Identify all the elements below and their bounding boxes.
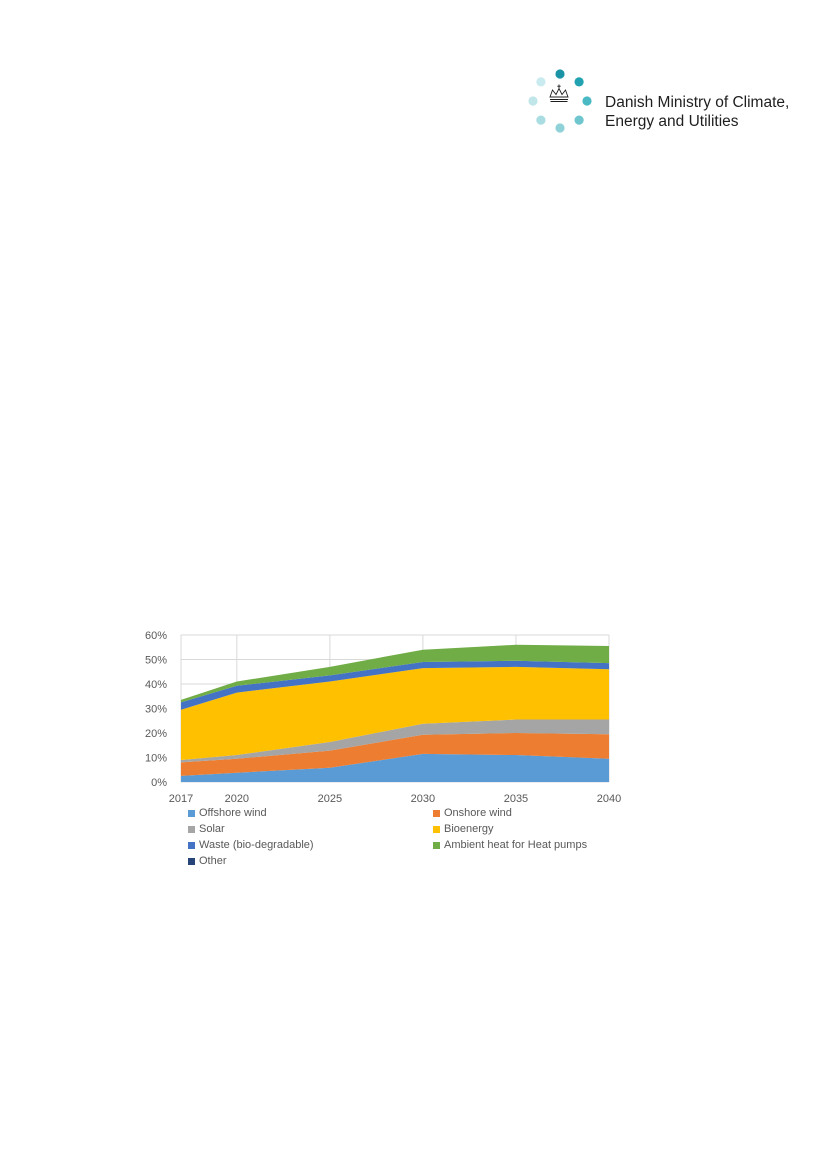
- area-offshore-wind: [181, 753, 609, 782]
- legend-label: Bioenergy: [444, 823, 494, 835]
- legend-swatch: [433, 825, 440, 833]
- area-solar: [181, 719, 609, 763]
- legend-label: Other: [199, 855, 227, 867]
- x-tick-label: 2030: [411, 793, 435, 805]
- ministry-name-line2: Energy and Utilities: [605, 113, 739, 130]
- x-tick-label: 2040: [597, 793, 621, 805]
- logo-dots: [528, 69, 592, 133]
- legend-swatch: [188, 809, 195, 817]
- legend-swatch: [188, 825, 195, 833]
- x-axis-ticks: 2017 2020 2025 2030 2035 2040: [169, 793, 621, 805]
- area-ambient-heat-for-heat-pumps: [181, 644, 609, 703]
- x-tick-label: 2017: [169, 793, 193, 805]
- logo-dot: [555, 69, 565, 79]
- logo-emblem: [528, 69, 592, 133]
- y-tick-label: 60%: [145, 630, 167, 642]
- x-tick-label: 2020: [225, 793, 249, 805]
- legend-item: Waste (bio-degradable): [188, 838, 314, 852]
- y-tick-label: 20%: [145, 728, 167, 740]
- area-waste-bio-degradable: [181, 660, 609, 710]
- area-series: [181, 644, 609, 782]
- area-bioenergy: [181, 666, 609, 760]
- legend-swatch: [433, 809, 440, 817]
- y-tick-label: 40%: [145, 679, 167, 691]
- legend-swatch: [433, 841, 440, 849]
- x-tick-label: 2035: [504, 793, 528, 805]
- y-tick-label: 10%: [145, 753, 167, 765]
- legend-label: Waste (bio-degradable): [199, 839, 314, 851]
- y-tick-label: 30%: [145, 704, 167, 716]
- legend-item: Offshore wind: [188, 806, 267, 820]
- legend-label: Ambient heat for Heat pumps: [444, 839, 588, 851]
- logo-dot: [555, 123, 565, 133]
- area-chart-plot: 0% 10% 20% 30% 40% 50% 60% 2017 2020 2025 2030 2035…: [145, 630, 621, 805]
- logo-dot: [528, 96, 538, 106]
- y-tick-label: 50%: [145, 655, 167, 667]
- logo-dot: [536, 77, 546, 87]
- y-tick-label: 0%: [151, 777, 167, 789]
- ministry-name-line1: Danish Ministry of Climate,: [605, 94, 790, 111]
- legend-label: Solar: [199, 823, 225, 835]
- logo-dot: [582, 96, 592, 106]
- area-onshore-wind: [181, 733, 609, 776]
- legend-item: Ambient heat for Heat pumps: [433, 838, 587, 852]
- energy-share-chart: 0% 10% 20% 30% 40% 50% 60% 2017 2020 2025 2030 2035…: [140, 625, 630, 875]
- logo-dot: [536, 115, 546, 125]
- logo-dot: [574, 115, 584, 125]
- legend-label: Onshore wind: [444, 807, 512, 819]
- legend-label: Offshore wind: [199, 807, 267, 819]
- legend-swatch: [188, 841, 195, 849]
- legend-item: Other: [188, 854, 227, 868]
- x-tick-label: 2025: [318, 793, 342, 805]
- y-axis-ticks: 0% 10% 20% 30% 40% 50% 60%: [145, 630, 167, 789]
- ministry-name: Danish Ministry of Climate, Energy and U…: [605, 93, 789, 131]
- legend-swatch: [188, 857, 195, 865]
- logo-dot: [574, 77, 584, 87]
- legend-item: Bioenergy: [433, 822, 494, 836]
- legend-item: Solar: [188, 822, 225, 836]
- crown-icon: [549, 84, 569, 102]
- ministry-logo: Danish Ministry of Climate, Energy and U…: [522, 64, 812, 140]
- legend-item: Onshore wind: [433, 806, 512, 820]
